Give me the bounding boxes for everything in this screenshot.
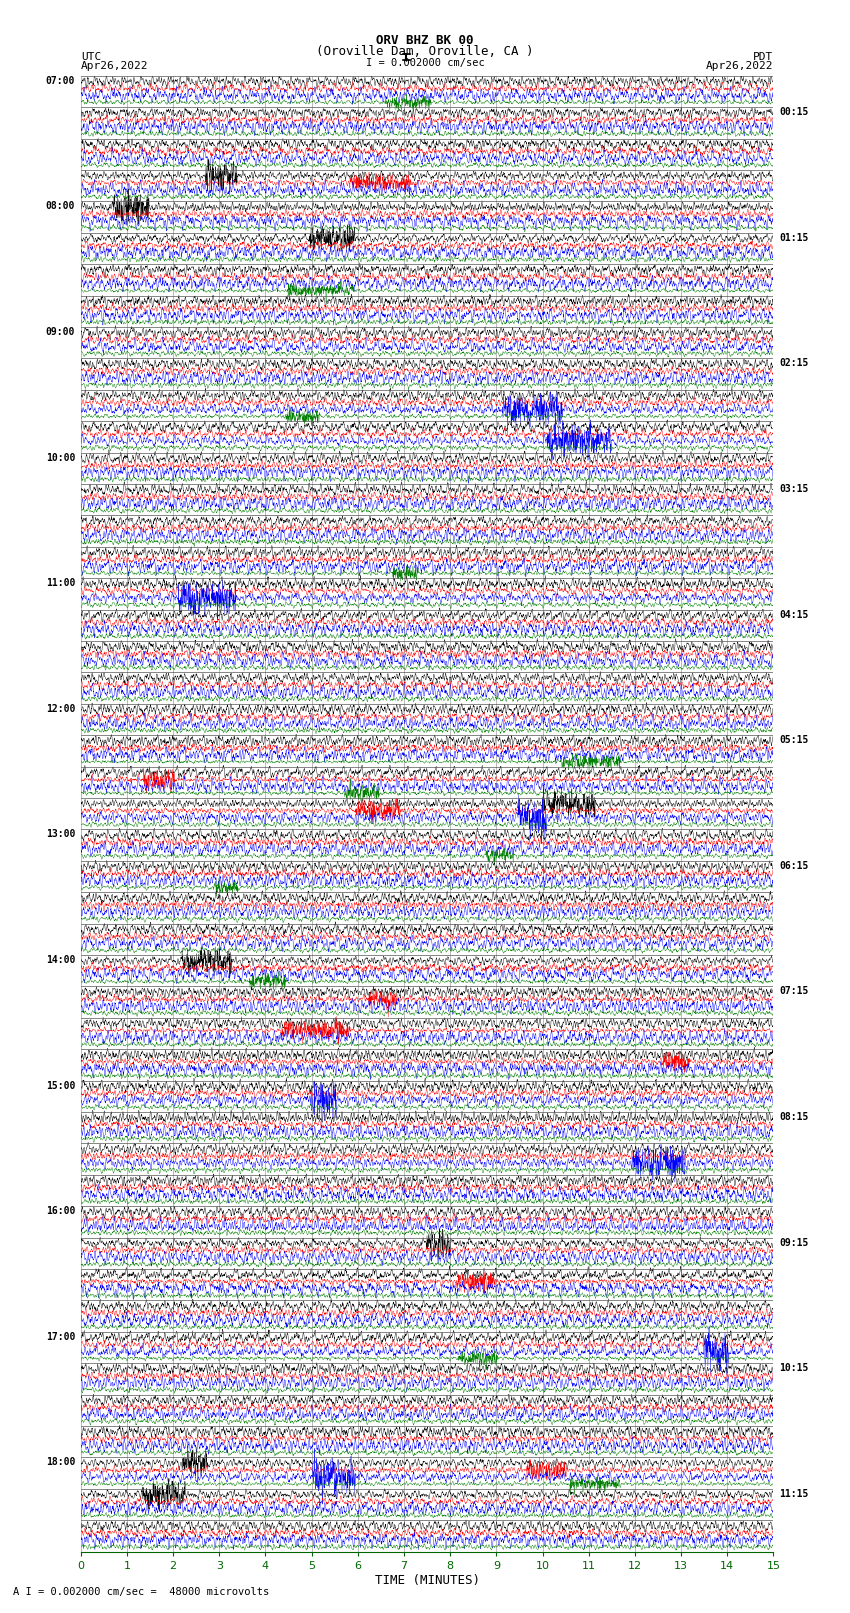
Text: 11:00: 11:00	[46, 577, 75, 589]
Text: 06:15: 06:15	[779, 861, 808, 871]
Text: 17:00: 17:00	[46, 1332, 75, 1342]
Text: 00:15: 00:15	[779, 106, 808, 118]
Text: 07:15: 07:15	[779, 987, 808, 997]
Text: 02:15: 02:15	[779, 358, 808, 368]
Text: (Oroville Dam, Oroville, CA ): (Oroville Dam, Oroville, CA )	[316, 45, 534, 58]
Text: 13:00: 13:00	[46, 829, 75, 839]
Text: 04:15: 04:15	[779, 610, 808, 619]
Text: 03:15: 03:15	[779, 484, 808, 494]
Text: 09:15: 09:15	[779, 1237, 808, 1248]
Text: 14:00: 14:00	[46, 955, 75, 965]
Text: 11:15: 11:15	[779, 1489, 808, 1498]
Text: UTC: UTC	[81, 52, 101, 61]
Text: 10:00: 10:00	[46, 453, 75, 463]
Text: 08:00: 08:00	[46, 202, 75, 211]
Text: 12:00: 12:00	[46, 703, 75, 715]
Text: 05:15: 05:15	[779, 736, 808, 745]
Text: 18:00: 18:00	[46, 1458, 75, 1468]
Text: Apr26,2022: Apr26,2022	[706, 61, 774, 71]
Text: I = 0.002000 cm/sec: I = 0.002000 cm/sec	[366, 58, 484, 68]
Text: Apr26,2022: Apr26,2022	[81, 61, 148, 71]
Text: 01:15: 01:15	[779, 232, 808, 244]
Text: 10:15: 10:15	[779, 1363, 808, 1373]
Text: 08:15: 08:15	[779, 1111, 808, 1123]
Text: 16:00: 16:00	[46, 1207, 75, 1216]
Text: ORV BHZ BK 00: ORV BHZ BK 00	[377, 34, 473, 47]
Text: 07:00: 07:00	[46, 76, 75, 85]
Text: A I = 0.002000 cm/sec =  48000 microvolts: A I = 0.002000 cm/sec = 48000 microvolts	[13, 1587, 269, 1597]
X-axis label: TIME (MINUTES): TIME (MINUTES)	[375, 1574, 479, 1587]
Text: 15:00: 15:00	[46, 1081, 75, 1090]
Text: PDT: PDT	[753, 52, 774, 61]
Text: 09:00: 09:00	[46, 327, 75, 337]
